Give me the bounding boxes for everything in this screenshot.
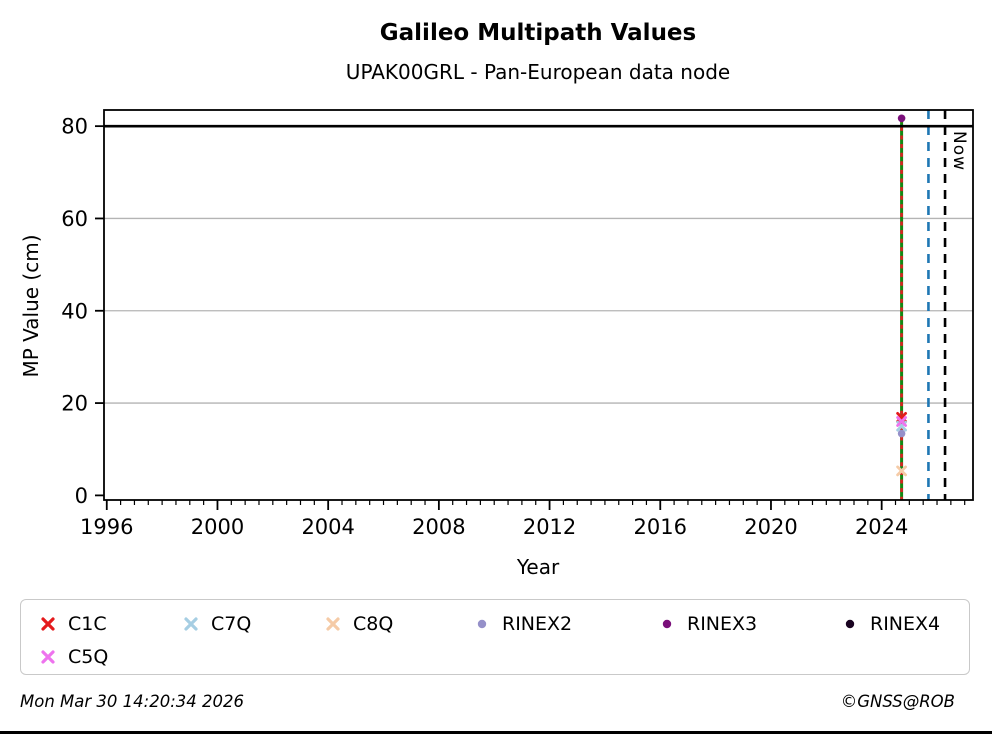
bottom-border <box>0 731 992 734</box>
timestamp: Mon Mar 30 14:20:34 2026 <box>20 692 244 711</box>
legend-marker-C8Q-icon <box>324 616 342 632</box>
legend-item-label: RINEX3 <box>687 612 758 635</box>
legend-item-C5Q: C5Q <box>39 641 182 672</box>
legend-marker-RINEX4-icon <box>841 616 859 632</box>
legend-item-label: C5Q <box>68 645 109 668</box>
x-tick-label: 1996 <box>80 515 133 539</box>
x-tick-label: 2012 <box>523 515 576 539</box>
legend-marker-C7Q-icon <box>182 616 200 632</box>
chart-subtitle: UPAK00GRL - Pan-European data node <box>345 60 731 84</box>
legend-item-RINEX2: RINEX2 <box>473 608 658 639</box>
chart-title: Galileo Multipath Values <box>379 20 697 46</box>
legend-item-RINEX3: RINEX3 <box>658 608 841 639</box>
legend-marker-C5Q-icon <box>39 649 57 665</box>
legend-item-label: C7Q <box>211 612 252 635</box>
data-point-RINEX3 <box>897 114 906 123</box>
y-tick-label: 40 <box>61 299 88 323</box>
x-tick-label: 2024 <box>855 515 908 539</box>
y-tick-label: 80 <box>61 115 88 139</box>
legend-item-C1C: C1C <box>39 608 182 639</box>
legend: C1C C7Q C8Q RINEX2 RINEX3 RINEX4 C5Q <box>20 599 970 675</box>
legend-marker-RINEX3-icon <box>658 616 676 632</box>
x-tick-label: 2000 <box>191 515 244 539</box>
data-point-C5Q <box>896 416 907 427</box>
data-point-RINEX2 <box>897 429 906 438</box>
x-tick-label: 2016 <box>634 515 687 539</box>
axes-frame <box>103 109 974 501</box>
legend-item-label: RINEX2 <box>502 612 573 635</box>
legend-marker-C1C-icon <box>39 616 57 632</box>
legend-item-RINEX4: RINEX4 <box>841 608 969 639</box>
y-tick-label: 20 <box>61 392 88 416</box>
y-axis-label: MP Value (cm) <box>19 234 43 378</box>
legend-item-label: C8Q <box>353 612 394 635</box>
legend-item-C7Q: C7Q <box>182 608 324 639</box>
legend-item-C8Q: C8Q <box>324 608 473 639</box>
x-tick-label: 2004 <box>301 515 354 539</box>
now-line-label: Now <box>949 131 969 172</box>
legend-item-label: C1C <box>68 612 107 635</box>
x-tick-label: 2020 <box>744 515 797 539</box>
x-axis-label: Year <box>516 555 560 579</box>
legend-marker-RINEX2-icon <box>473 616 491 632</box>
data-point-C8Q <box>896 465 907 477</box>
x-tick-label: 2008 <box>412 515 465 539</box>
copyright: ©GNSS@ROB <box>840 692 955 711</box>
y-tick-label: 60 <box>61 207 88 231</box>
y-tick-label: 0 <box>75 484 88 508</box>
legend-item-label: RINEX4 <box>870 612 941 635</box>
